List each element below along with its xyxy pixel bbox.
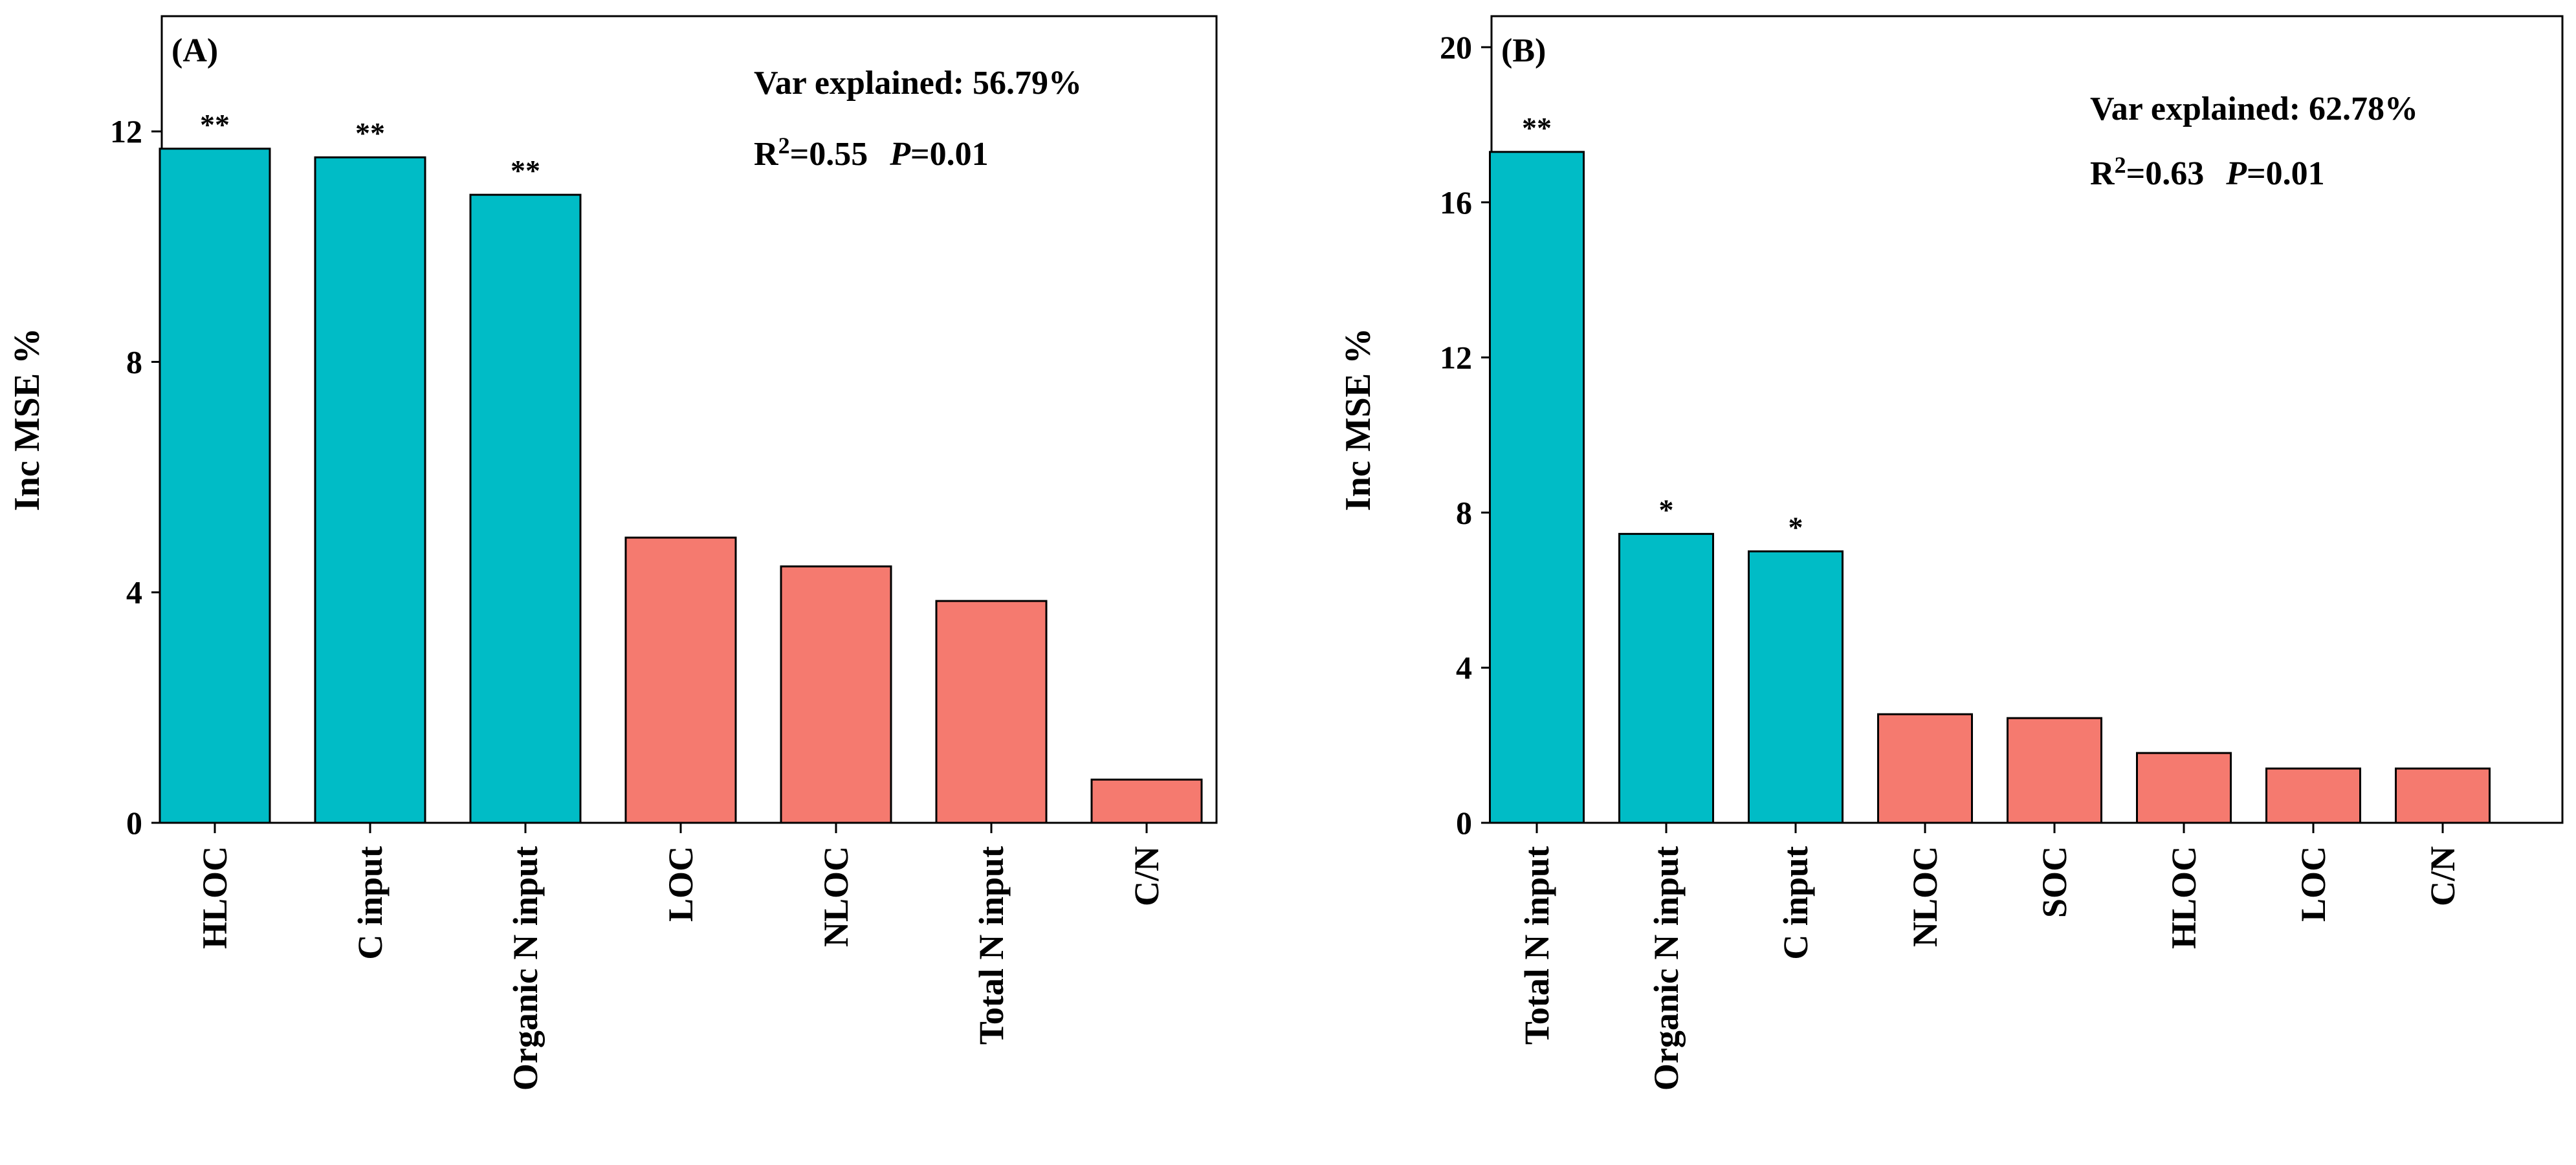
panel-a-bar-2 <box>469 193 582 824</box>
panel-b-significance-marker: * <box>1789 510 1803 543</box>
panel-a-category-label: C input <box>351 846 390 960</box>
panel-b-bar-6 <box>2265 767 2361 824</box>
panel-b-p-value: =0.01 <box>2247 155 2325 192</box>
panel-b-category-label: NLOC <box>1906 846 1944 947</box>
panel-a-var-explained: Var explained: 56.79% <box>754 65 1082 102</box>
panel-a-y-tick-label: 4 <box>126 574 142 611</box>
panel-a-bar-5 <box>935 600 1048 824</box>
panel-b-bar-4 <box>2007 717 2102 824</box>
panel-a-category-label: Organic N input <box>506 846 545 1091</box>
panel-b-y-tick-label: 20 <box>1440 29 1472 65</box>
panel-b-significance-marker: * <box>1659 493 1674 526</box>
panel-b-bar-3 <box>1877 713 1973 824</box>
panel-b-bar-1 <box>1618 532 1714 824</box>
panel-b-category-label: Organic N input <box>1647 846 1686 1091</box>
panel-a-r-superscript: 2 <box>778 133 790 158</box>
panel-b-category-label: C input <box>1776 846 1815 960</box>
panel-a-p-value: =0.01 <box>910 136 989 173</box>
panel-a-bar-1 <box>314 156 426 824</box>
panel-b-r-label: R <box>2090 155 2115 192</box>
panel-b-bar-2 <box>1748 550 1844 824</box>
panel-b-panel-label: (B) <box>1501 32 1546 69</box>
panel-b-y-tick-label: 8 <box>1456 494 1472 530</box>
panel-a-category-label: Total N input <box>972 846 1011 1045</box>
panel-b-y-tick-label: 12 <box>1440 340 1472 376</box>
panel-b-category-label: C/N <box>2423 846 2462 906</box>
panel-a-category-label: C/N <box>1127 846 1166 906</box>
panel-b-var-explained: Var explained: 62.78% <box>2090 91 2418 127</box>
panel-a-significance-marker: ** <box>200 108 230 141</box>
panel-a-category-label: LOC <box>661 846 700 922</box>
panel-a-category-label: NLOC <box>817 846 855 947</box>
panel-a-bar-4 <box>780 565 892 824</box>
panel-b-bar-5 <box>2136 752 2232 824</box>
panel-a-category-label: HLOC <box>195 846 234 949</box>
panel-a-r-value: =0.55 <box>790 136 868 173</box>
panel-b-category-label: HLOC <box>2164 846 2203 949</box>
panel-b-bar-0 <box>1489 151 1585 824</box>
panel-b-y-axis-title: Inc MSE % <box>1338 328 1378 511</box>
panel-b-y-tick-label: 4 <box>1456 649 1472 686</box>
panel-b-category-label: Total N input <box>1517 846 1556 1045</box>
panel-a-r-label: R <box>754 136 779 173</box>
panel-b-p-label: P <box>2225 155 2247 192</box>
panel-a-y-tick-label: 12 <box>110 113 142 149</box>
panel-b-category-label: LOC <box>2294 846 2333 922</box>
panel-b-category-label: SOC <box>2035 846 2074 918</box>
panel-a-bar-0 <box>159 147 271 824</box>
panel-b-r-superscript: 2 <box>2115 152 2126 178</box>
panel-b-bar-7 <box>2395 767 2491 824</box>
panel-b-significance-marker: ** <box>1522 111 1552 144</box>
panel-a-significance-marker: ** <box>355 116 385 149</box>
panel-b-r-value: =0.63 <box>2126 155 2205 192</box>
panel-a-significance-marker: ** <box>511 154 540 187</box>
panel-b-y-tick-label: 16 <box>1440 184 1472 221</box>
panel-a-y-tick-label: 0 <box>126 805 142 841</box>
panel-a-p-label: P <box>889 136 911 173</box>
panel-a-fit-stats: R2=0.55 P=0.01 <box>754 133 989 173</box>
panel-b-y-tick-label: 0 <box>1456 805 1472 841</box>
panel-a-panel-label: (A) <box>171 32 218 69</box>
panel-a-y-axis-title: Inc MSE % <box>7 328 47 511</box>
panel-a-chart: 0 4 8 12 Inc MSE % HLOC ** C input ** Organic N i… <box>7 15 1218 1091</box>
panel-a-y-tick-label: 8 <box>126 343 142 380</box>
panel-a-bar-3 <box>624 536 737 824</box>
panel-a-bar-6 <box>1090 778 1203 824</box>
panel-b-fit-stats: R2=0.63 P=0.01 <box>2090 152 2325 192</box>
